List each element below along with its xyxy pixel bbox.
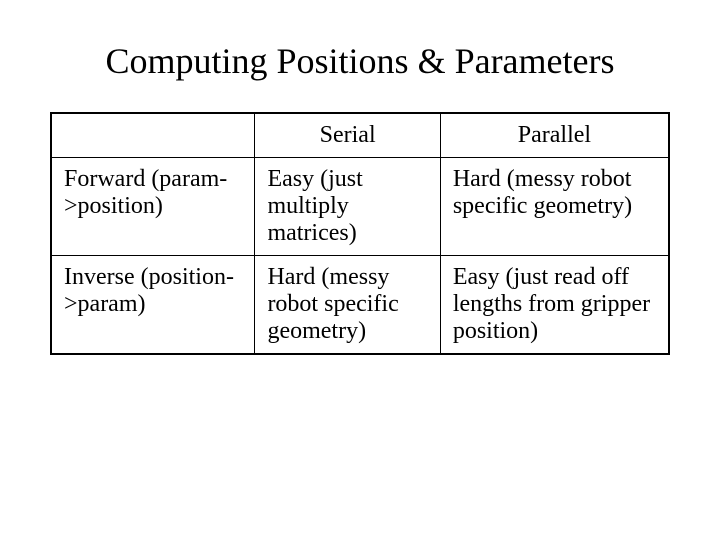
table-header-row: Serial Parallel (51, 113, 669, 158)
page-title: Computing Positions & Parameters (50, 40, 670, 82)
cell-inverse-parallel: Easy (just read off lengths from gripper… (440, 256, 669, 355)
table-row: Forward (param->position) Easy (just mul… (51, 158, 669, 256)
cell-forward-serial: Easy (just multiply matrices) (255, 158, 440, 256)
cell-inverse-serial: Hard (messy robot specific geometry) (255, 256, 440, 355)
row-header-inverse: Inverse (position->param) (51, 256, 255, 355)
table-row: Inverse (position->param) Hard (messy ro… (51, 256, 669, 355)
row-header-forward: Forward (param->position) (51, 158, 255, 256)
cell-forward-parallel: Hard (messy robot specific geometry) (440, 158, 669, 256)
kinematics-table: Serial Parallel Forward (param->position… (50, 112, 670, 355)
header-serial: Serial (255, 113, 440, 158)
header-parallel: Parallel (440, 113, 669, 158)
header-empty (51, 113, 255, 158)
